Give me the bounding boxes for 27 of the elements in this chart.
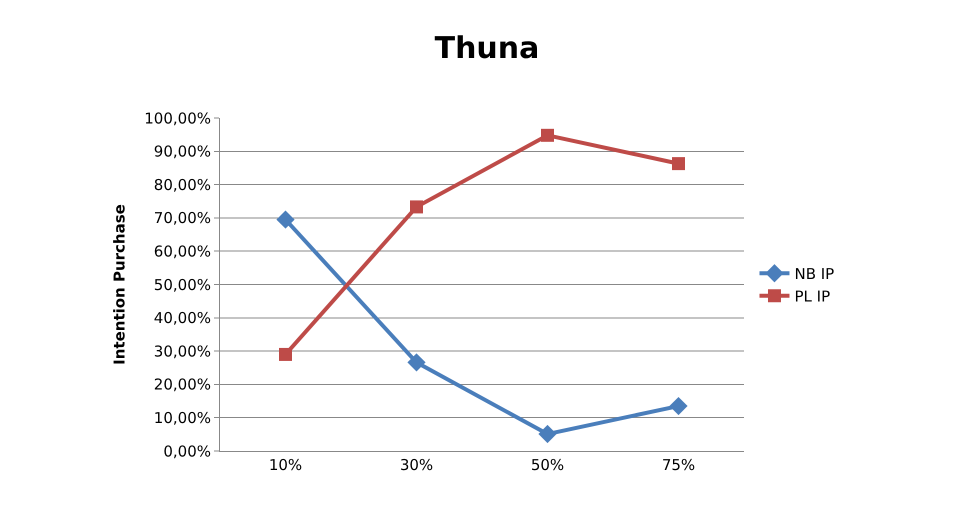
point (407, 353, 426, 372)
point (672, 157, 685, 170)
y-tick-label: 40,00% (154, 309, 211, 328)
legend-label: PL IP (794, 288, 830, 306)
point (538, 424, 557, 444)
x-tick-label: 75% (662, 456, 696, 474)
chart-title: Thuna (434, 31, 540, 66)
point (541, 128, 554, 142)
y-axis-title: Intention Purchase (110, 204, 128, 365)
y-tick-label: 100,00% (144, 109, 211, 128)
y-tick-label: 0,00% (163, 442, 211, 460)
x-tick-label: 50% (530, 456, 564, 474)
y-tick-label: 50,00% (154, 276, 211, 294)
x-tick-label: 30% (400, 456, 434, 474)
y-tick-label: 90,00% (154, 142, 211, 161)
point (410, 200, 423, 214)
point (669, 396, 688, 416)
point (276, 210, 295, 229)
y-tick-label: 30,00% (154, 342, 211, 360)
x-tick-label: 10% (268, 456, 302, 474)
y-tick-label: 60,00% (154, 242, 211, 260)
y-tick-label: 10,00% (154, 408, 211, 427)
point (279, 348, 292, 361)
y-tick-label: 20,00% (154, 376, 211, 394)
y-tick-label: 70,00% (154, 209, 211, 228)
legend-label: NB IP (794, 265, 834, 284)
y-tick-label: 80,00% (154, 176, 211, 194)
